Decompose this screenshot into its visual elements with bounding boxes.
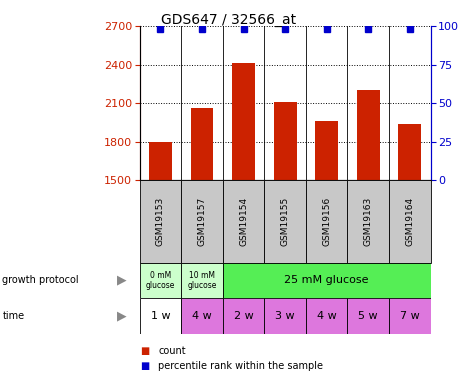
Text: GSM19157: GSM19157	[197, 196, 207, 246]
Text: 0 mM
glucose: 0 mM glucose	[146, 271, 175, 290]
Text: GSM19164: GSM19164	[405, 196, 414, 246]
Bar	[223, 180, 264, 262]
Bar	[223, 262, 431, 298]
Text: percentile rank within the sample: percentile rank within the sample	[158, 361, 323, 370]
Text: 10 mM
glucose: 10 mM glucose	[187, 271, 217, 290]
Bar	[232, 63, 255, 180]
Text: 7 w: 7 w	[400, 311, 420, 321]
Text: ■: ■	[140, 346, 149, 355]
Bar	[140, 298, 181, 334]
Text: 3 w: 3 w	[275, 311, 295, 321]
Text: ▶: ▶	[116, 274, 126, 287]
Text: GSM19163: GSM19163	[364, 196, 373, 246]
Bar	[149, 142, 172, 180]
Text: 2 w: 2 w	[234, 311, 253, 321]
Bar	[181, 298, 223, 334]
Text: time: time	[2, 311, 24, 321]
Text: 1 w: 1 w	[151, 311, 170, 321]
Text: ▶: ▶	[116, 309, 126, 322]
Bar	[274, 102, 296, 180]
Bar	[264, 180, 306, 262]
Text: 4 w: 4 w	[317, 311, 337, 321]
Text: 25 mM glucose: 25 mM glucose	[284, 275, 369, 285]
Bar	[191, 108, 213, 180]
Bar	[389, 298, 431, 334]
Bar	[389, 180, 431, 262]
Text: 4 w: 4 w	[192, 311, 212, 321]
Text: GSM19153: GSM19153	[156, 196, 165, 246]
Bar	[357, 90, 380, 180]
Text: growth protocol: growth protocol	[2, 275, 79, 285]
Bar	[306, 298, 348, 334]
Bar	[140, 262, 181, 298]
Text: GSM19156: GSM19156	[322, 196, 331, 246]
Text: GDS647 / 32566_at: GDS647 / 32566_at	[161, 13, 297, 27]
Bar	[223, 298, 264, 334]
Bar	[140, 180, 181, 262]
Bar	[181, 180, 223, 262]
Text: count: count	[158, 346, 185, 355]
Bar	[348, 180, 389, 262]
Text: 5 w: 5 w	[359, 311, 378, 321]
Bar	[306, 180, 348, 262]
Text: GSM19154: GSM19154	[239, 196, 248, 246]
Bar	[348, 298, 389, 334]
Text: ■: ■	[140, 361, 149, 370]
Bar	[398, 124, 421, 180]
Bar	[315, 121, 338, 180]
Bar	[181, 262, 223, 298]
Bar	[264, 298, 306, 334]
Text: GSM19155: GSM19155	[281, 196, 289, 246]
